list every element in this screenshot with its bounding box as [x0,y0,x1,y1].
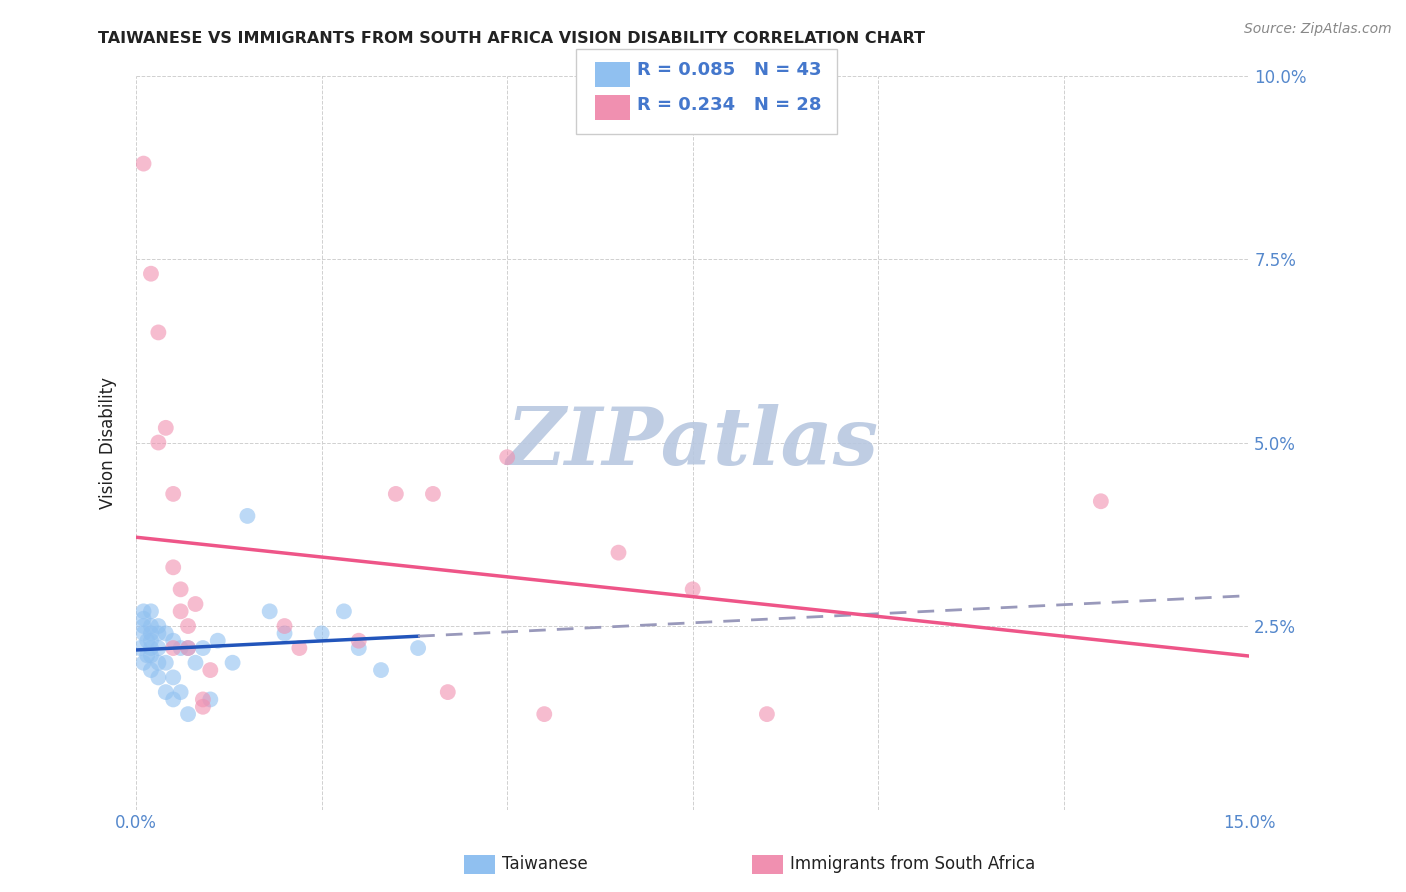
Point [288,641,311,656]
Point [200,663,222,677]
Point [162,487,184,501]
Point [370,663,392,677]
Point [132,612,155,626]
Point [177,619,200,633]
Text: R = 0.234   N = 28: R = 0.234 N = 28 [637,96,821,114]
Point [177,641,200,656]
Point [169,582,191,597]
Point [139,619,162,633]
Text: R = 0.085   N = 43: R = 0.085 N = 43 [637,61,821,78]
Point [191,699,214,714]
Point [148,641,170,656]
Point [169,604,191,618]
Point [422,487,444,501]
Point [1090,494,1112,508]
Point [155,685,177,699]
Point [607,546,630,560]
Point [207,633,229,648]
Point [139,267,162,281]
Point [169,641,191,656]
Point [191,692,214,706]
Point [139,633,162,648]
Point [155,626,177,640]
Point [221,656,243,670]
Point [311,626,333,640]
Point [347,641,370,656]
Point [136,648,159,663]
Point [169,685,191,699]
Point [162,633,184,648]
Point [148,435,170,450]
Point [148,626,170,640]
Point [184,656,207,670]
Point [132,619,155,633]
Point [139,663,162,677]
Point [385,487,408,501]
Point [533,707,555,722]
Point [128,641,150,656]
Point [333,604,356,618]
Text: Taiwanese: Taiwanese [502,855,588,873]
Point [177,707,200,722]
Point [139,648,162,663]
Text: ZIPatlas: ZIPatlas [506,404,879,482]
Point [139,626,162,640]
Point [155,656,177,670]
Point [132,656,155,670]
Point [148,670,170,684]
Point [139,641,162,656]
Point [162,692,184,706]
Point [682,582,704,597]
Point [191,641,214,656]
Point [273,626,295,640]
Point [162,670,184,684]
Text: TAIWANESE VS IMMIGRANTS FROM SOUTH AFRICA VISION DISABILITY CORRELATION CHART: TAIWANESE VS IMMIGRANTS FROM SOUTH AFRIC… [98,31,925,46]
Point [132,604,155,618]
Point [162,560,184,574]
Point [755,707,778,722]
Point [148,656,170,670]
Point [259,604,281,618]
Point [132,156,155,170]
Point [200,692,222,706]
Text: Source: ZipAtlas.com: Source: ZipAtlas.com [1244,22,1392,37]
Point [236,508,259,523]
Point [136,633,159,648]
Text: Immigrants from South Africa: Immigrants from South Africa [790,855,1035,873]
Point [347,633,370,648]
Point [148,619,170,633]
Point [273,619,295,633]
Point [177,641,200,656]
Point [139,604,162,618]
Point [155,421,177,435]
Point [132,626,155,640]
Point [162,641,184,656]
Point [436,685,458,699]
Point [496,450,519,465]
Point [406,641,429,656]
Y-axis label: Vision Disability: Vision Disability [100,376,117,508]
Point [184,597,207,611]
Point [148,326,170,340]
